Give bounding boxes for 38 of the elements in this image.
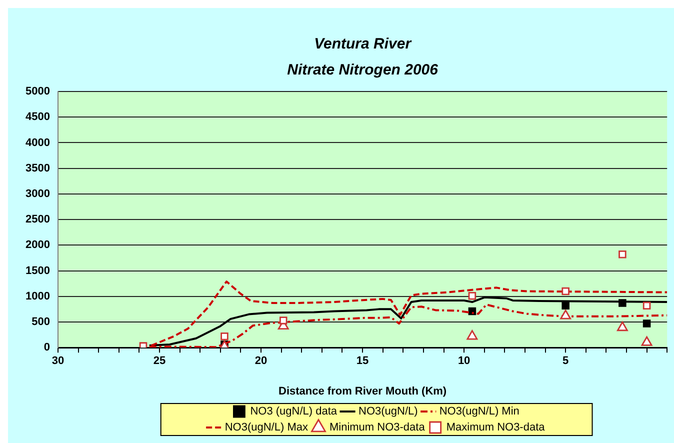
point	[642, 302, 651, 310]
legend-label: Minimum NO3-data	[329, 422, 426, 434]
y-tick-label: 1500	[26, 264, 50, 277]
y-tick-label: 2500	[26, 214, 50, 226]
legend-label: NO3(ugN/L) Max	[224, 422, 308, 434]
y-tick-label: 4000	[26, 136, 50, 149]
legend-label: Maximum NO3-data	[446, 422, 546, 434]
point	[616, 321, 628, 332]
x-tick-label: 20	[254, 355, 268, 368]
point	[560, 310, 572, 320]
y-tick-label: 0	[44, 342, 50, 354]
point	[562, 287, 570, 296]
x-tick-label: 25	[153, 355, 166, 368]
y-tick-label: 2000	[26, 239, 50, 252]
x-tick-label: 10	[458, 355, 470, 368]
point	[641, 336, 652, 346]
point	[562, 302, 570, 310]
x-axis-title: Distance from River Mouth (Km)	[278, 385, 447, 398]
y-tick-label: 5000	[26, 86, 50, 98]
y-tick-label: 3000	[26, 188, 50, 200]
legend-label: NO3(ugN/L)	[358, 406, 418, 418]
x-tick-label: 5	[562, 355, 569, 368]
point	[642, 320, 651, 328]
x-tick-label: 30	[52, 355, 64, 368]
point	[279, 316, 288, 324]
point	[618, 250, 626, 258]
y-tick-label: 1000	[26, 290, 50, 302]
point	[139, 342, 148, 348]
y-tick-label: 500	[32, 316, 50, 328]
point	[220, 332, 228, 340]
point	[468, 292, 476, 300]
chart-title: Ventura River Nitrate Nitrogen 2006	[287, 35, 439, 79]
point	[466, 330, 478, 340]
y-tick-label: 3500	[26, 162, 50, 174]
legend-label: NO3(ugN/L) Min	[439, 406, 520, 418]
legend-label: NO3 (ugN/L) data	[250, 406, 338, 418]
y-tick-label: 4500	[26, 111, 50, 124]
x-tick-label: 15	[356, 355, 369, 368]
